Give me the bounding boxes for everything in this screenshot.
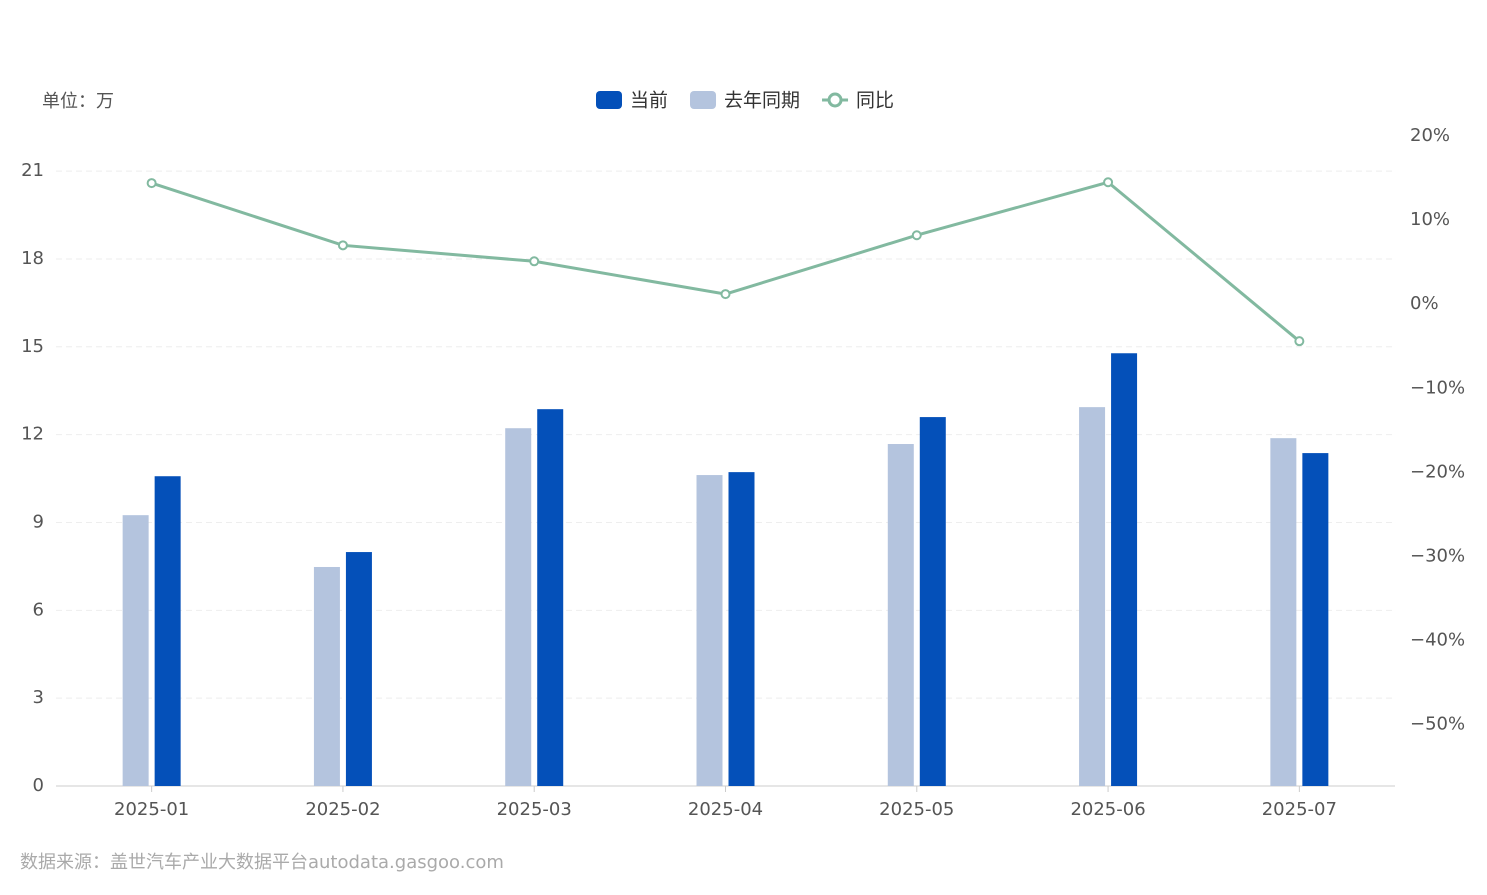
line-point (1294, 336, 1305, 347)
legend-label: 同比 (856, 90, 894, 112)
legend-swatch (596, 91, 622, 109)
bar (345, 552, 372, 786)
x-tick-label: 2025-02 (305, 799, 380, 820)
bar (1111, 353, 1138, 786)
bar (122, 515, 149, 786)
bar (1270, 438, 1297, 786)
line-point (337, 240, 348, 251)
x-tick-label: 2025-03 (497, 799, 572, 820)
line-point (146, 178, 157, 189)
line (151, 180, 1301, 343)
y2-tick-label: −10% (1410, 377, 1465, 398)
y-tick-label: 3 (33, 687, 44, 708)
y-tick-label: 9 (33, 511, 44, 532)
x-tick-label: 2025-06 (1070, 799, 1145, 820)
y2-tick-label: −20% (1410, 461, 1465, 482)
bar (696, 475, 723, 786)
y2-tick-label: −40% (1410, 630, 1465, 651)
x-tick-label: 2025-07 (1262, 799, 1337, 820)
x-tick-label: 2025-04 (688, 799, 763, 820)
x-tick-label: 2025-05 (879, 799, 954, 820)
y2-tick-label: −50% (1410, 714, 1465, 735)
y-tick-label: 18 (21, 248, 44, 269)
bar (1302, 453, 1329, 786)
y2-tick-label: 20% (1410, 125, 1450, 146)
line-point (529, 256, 540, 267)
bar (1079, 407, 1106, 786)
source-note: 数据来源：盖世汽车产业大数据平台autodata.gasgoo.com (20, 852, 504, 873)
bar (154, 476, 181, 786)
bar (505, 428, 532, 786)
bar (728, 472, 755, 786)
bar (537, 409, 564, 786)
y-tick-label: 15 (21, 336, 44, 357)
unit-label: 单位：万 (42, 91, 114, 112)
y2-tick-label: 10% (1410, 209, 1450, 230)
bar (919, 417, 946, 786)
y-tick-label: 0 (33, 775, 44, 796)
y-tick-label: 6 (33, 599, 44, 620)
y-tick-label: 21 (21, 160, 44, 181)
legend-marker (827, 92, 843, 108)
legend-label: 当前 (630, 90, 668, 112)
bar (313, 566, 340, 786)
y-tick-label: 12 (21, 424, 44, 445)
x-tick-label: 2025-01 (114, 799, 189, 820)
line-point (720, 289, 731, 300)
legend-label: 去年同期 (724, 90, 800, 112)
line-point (1103, 177, 1114, 188)
y2-tick-label: 0% (1410, 293, 1439, 314)
y2-tick-label: −30% (1410, 545, 1465, 566)
line-point (911, 230, 922, 241)
bar (887, 444, 914, 786)
legend-swatch (690, 91, 717, 109)
